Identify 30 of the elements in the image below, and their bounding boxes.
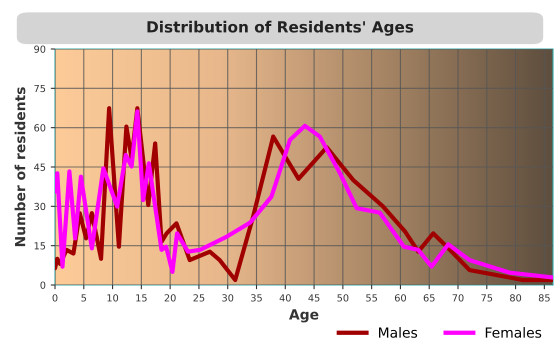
y-tick-label: 45 — [34, 164, 46, 171]
x-tick-label: 40 — [280, 294, 291, 302]
y-axis-title: Number of residents — [14, 87, 26, 246]
legend-label: Males — [379, 327, 418, 338]
x-tick-label: 15 — [136, 294, 147, 302]
x-tick-label: 0 — [52, 294, 58, 302]
y-tick-label: 60 — [34, 124, 46, 132]
x-tick-label: 70 — [452, 294, 464, 302]
y-tick-label: 75 — [34, 84, 46, 92]
x-tick-label: 50 — [337, 294, 348, 302]
x-tick-label: 80 — [510, 294, 522, 302]
y-tick-label: 90 — [34, 45, 46, 53]
x-tick-label: 20 — [164, 294, 176, 302]
chart-title: Distribution of Residents' Ages — [147, 20, 414, 36]
x-tick-label: 85 — [538, 294, 550, 302]
x-tick-label: 30 — [222, 294, 234, 302]
x-tick-label: 60 — [394, 294, 406, 302]
x-tick-label: 65 — [424, 294, 435, 302]
y-tick-label: 15 — [34, 242, 46, 250]
x-tick-label: 55 — [366, 294, 377, 302]
legend-label: Females — [486, 327, 542, 338]
x-tick-label: 75 — [481, 294, 492, 302]
x-tick-label: 45 — [308, 294, 320, 302]
y-tick-label: 30 — [34, 202, 46, 210]
x-tick-label: 10 — [107, 294, 118, 302]
x-tick-label: 5 — [81, 294, 86, 302]
y-tick-label: 0 — [40, 281, 46, 289]
x-tick-label: 35 — [251, 294, 262, 302]
x-tick-label: 25 — [193, 294, 204, 302]
x-axis-title: Age — [289, 309, 318, 322]
